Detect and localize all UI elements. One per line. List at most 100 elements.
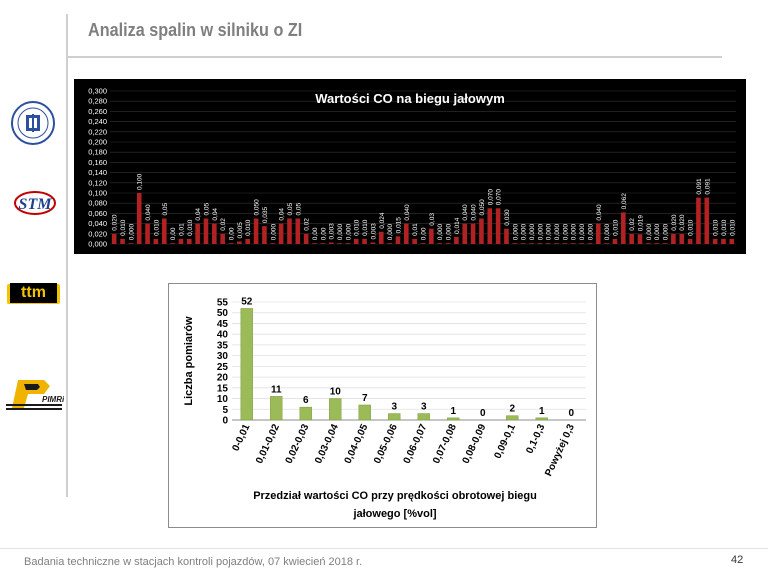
chart1-bar <box>579 243 584 244</box>
chart1-data-label: 0,05 <box>295 202 302 215</box>
chart1-bar <box>604 243 609 244</box>
chart1-data-label: 0,04 <box>279 208 286 221</box>
chart1-bar <box>654 243 660 244</box>
chart1-bar <box>220 233 225 244</box>
chart1-bar <box>587 243 593 244</box>
chart2-ytick-label: 10 <box>217 394 229 405</box>
chart1-bar <box>203 218 209 244</box>
chart1-bar <box>161 218 167 244</box>
chart1-bar <box>679 233 685 244</box>
chart2-bar <box>329 398 342 421</box>
chart1-bar <box>212 223 217 244</box>
chart1-ytick-label: 0,000 <box>88 240 107 249</box>
chart1-bar <box>470 223 476 244</box>
chart1-bar <box>186 238 192 244</box>
chart2-data-label: 7 <box>362 393 368 404</box>
chart1-bar <box>412 238 417 244</box>
chart2-bar <box>240 308 253 421</box>
chart1-data-label: 0,000 <box>646 224 653 241</box>
chart1-data-label: 0,04 <box>195 208 202 221</box>
chart2-bar <box>506 415 519 421</box>
chart1-data-label: 0,02 <box>629 218 636 231</box>
chart1-data-label: 0,040 <box>596 204 603 221</box>
chart2-ytick-label: 50 <box>217 308 229 319</box>
chart2-data-label: 3 <box>391 402 397 413</box>
chart1-bar <box>520 243 526 244</box>
chart1-bar <box>262 226 267 244</box>
chart1-data-label: 0,062 <box>621 193 628 210</box>
chart1-bar <box>353 238 359 244</box>
chart1-bar <box>595 223 601 244</box>
chart1-bar <box>153 238 159 244</box>
chart1-data-label: 0,015 <box>395 217 402 234</box>
chart2-data-label: 0 <box>480 408 486 419</box>
chart1-bar <box>637 234 643 244</box>
chart1-data-label: 0,00 <box>320 227 327 240</box>
slide-title: Analiza spalin w silniku o ZI <box>88 20 303 40</box>
chart2-ytick-label: 55 <box>217 298 229 309</box>
chart1-ytick-label: 0,120 <box>88 178 107 187</box>
chart1-ytick-label: 0,040 <box>88 219 107 228</box>
chart1-data-label: 0,000 <box>437 224 444 241</box>
footer-text: Badania techniczne w stacjach kontroli p… <box>24 556 363 568</box>
chart2-frame <box>168 283 597 528</box>
chart1-bar <box>378 231 384 244</box>
chart1-data-label: 0,050 <box>479 199 486 216</box>
chart1-bar <box>228 243 234 244</box>
ttm-logo: ttm <box>7 283 60 304</box>
chart1-bar <box>479 218 484 244</box>
chart1-data-label: 0,040 <box>145 204 152 221</box>
chart2-data-label: 1 <box>450 406 456 417</box>
chart1-data-label: 0,000 <box>270 224 277 241</box>
chart1-data-label: 0,070 <box>487 189 494 206</box>
chart1-data-label: 0,020 <box>679 214 686 231</box>
chart1-data-label: 0,000 <box>546 224 553 241</box>
chart1-data-label: 0,100 <box>137 173 144 190</box>
chart1-ytick-label: 0,220 <box>88 127 107 136</box>
svg-text:STM: STM <box>19 196 53 213</box>
chart1-data-label: 0,03 <box>429 213 436 226</box>
chart1-bar <box>529 243 534 244</box>
chart1-bar <box>111 233 117 244</box>
chart1-data-label: 0,000 <box>529 224 536 241</box>
chart1-bar <box>404 223 409 244</box>
chart1-bar <box>287 218 292 244</box>
chart1-data-label: 0,040 <box>471 204 478 221</box>
chart2-ytick-label: 15 <box>217 383 229 394</box>
chart1-bar <box>362 238 367 244</box>
chart1-bar <box>295 218 301 244</box>
chart1-bar <box>370 242 376 244</box>
chart1-data-label: 0,040 <box>462 204 469 221</box>
chart1-bar <box>545 243 551 244</box>
chart1-data-label: 0,000 <box>571 224 578 241</box>
chart1-data-label: 0,010 <box>688 219 695 236</box>
chart1-data-label: 0,000 <box>512 224 519 241</box>
chart1-data-label: 0,003 <box>329 223 336 240</box>
chart1-data-label: 0,091 <box>696 178 703 195</box>
chart1-bar <box>395 236 401 244</box>
chart1-bar <box>337 243 342 244</box>
chart1-bar <box>512 243 518 244</box>
chart1-data-label: 0,01 <box>178 223 185 236</box>
chart1-bar <box>487 208 493 244</box>
chart1-data-label: 0,000 <box>446 224 453 241</box>
chart1-data-label: 0,020 <box>112 214 119 231</box>
chart1-data-label: 0,070 <box>496 189 503 206</box>
chart1-bar <box>320 243 326 244</box>
chart1-ytick-label: 0,260 <box>88 107 107 116</box>
chart1-data-label: 0,030 <box>504 209 511 226</box>
chart2-data-label: 3 <box>421 402 427 413</box>
chart1-title: Wartości CO na biegu jałowym <box>315 91 505 106</box>
chart1-data-label: 0,05 <box>203 202 210 215</box>
chart1-bar <box>562 243 568 244</box>
title-underline <box>66 56 722 58</box>
chart1-data-label: 0,000 <box>387 224 394 241</box>
ttm-logo-text: ttm <box>10 283 57 303</box>
chart1-data-label: 0,010 <box>612 219 619 236</box>
chart1-bar <box>136 193 142 244</box>
chart1-bar <box>729 238 735 244</box>
chart1-data-label: 0,010 <box>354 219 361 236</box>
chart2-data-label: 6 <box>303 395 309 406</box>
chart1-data-label: 0,020 <box>671 214 678 231</box>
chart1-data-label: 0,000 <box>663 224 670 241</box>
